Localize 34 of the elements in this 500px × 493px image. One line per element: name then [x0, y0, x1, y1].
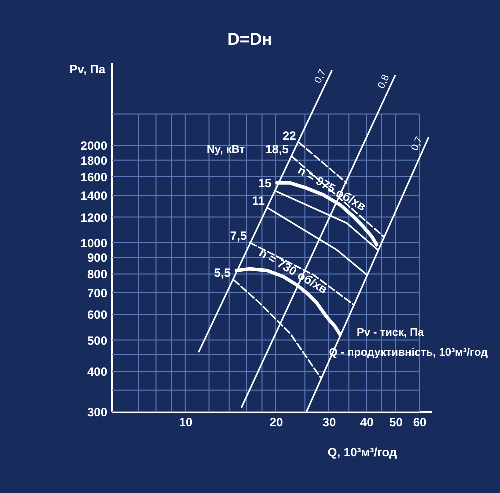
x-tick-label: 30: [322, 416, 336, 430]
x-tick-label: 40: [360, 416, 374, 430]
annotation: Ny, кВт: [206, 144, 246, 156]
y-tick-label: 600: [87, 308, 108, 322]
x-tick-label: 10: [179, 416, 193, 430]
series-label: 22: [282, 128, 297, 143]
series-label: 15: [258, 176, 272, 191]
series-label: 7,5: [230, 228, 248, 243]
x-tick-label: 20: [270, 416, 284, 430]
y-tick-label: 2000: [80, 139, 108, 154]
text: 0,7: [313, 68, 330, 86]
y-tick-label: 1200: [80, 210, 108, 225]
y-tick-label: 1000: [80, 236, 108, 250]
y-tick-label: 500: [87, 334, 108, 348]
y-tick-label: 1400: [80, 189, 108, 204]
y-tick-label: 700: [87, 286, 108, 300]
annotation: Pv - тиск, Па: [357, 327, 426, 339]
y-tick-label: 1800: [80, 154, 108, 168]
text: 0,7: [410, 135, 426, 153]
y-tick-label: 800: [87, 268, 108, 282]
y-axis-title: Pv, Па: [70, 62, 106, 76]
y-tick-label: 400: [87, 365, 108, 380]
y-tick-label: 1600: [80, 170, 108, 184]
series-label: 5,5: [214, 266, 232, 280]
x-axis-title: Q, 10³м³/год: [328, 446, 398, 460]
chart-title: D=Dн: [228, 30, 272, 49]
x-tick-label: 60: [413, 416, 428, 430]
series-label: 11: [252, 194, 266, 208]
text: n = 730 об/хв: [257, 246, 330, 297]
x-tick-label: 50: [390, 416, 404, 430]
text: 0,8: [376, 72, 392, 91]
y-tick-label: 300: [87, 406, 108, 420]
y-tick-label: 900: [87, 251, 108, 266]
series-label: 18,5: [266, 142, 290, 157]
